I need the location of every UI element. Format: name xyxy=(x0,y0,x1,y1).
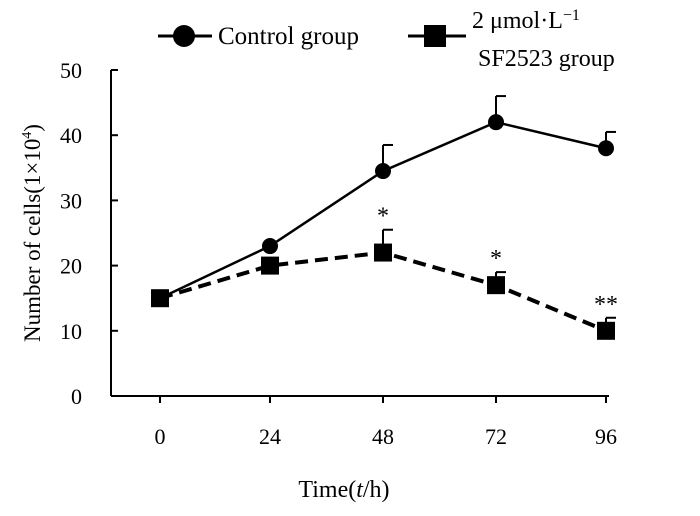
legend-control-marker xyxy=(173,25,195,47)
data-point xyxy=(488,114,504,131)
x-ticks: 0 24 48 72 96 xyxy=(155,396,617,449)
y-ticks: 0 10 20 30 40 50 xyxy=(60,58,118,409)
data-point xyxy=(374,243,392,262)
y-tick-label: 30 xyxy=(60,188,82,213)
data-point xyxy=(262,238,278,255)
y-tick-label: 20 xyxy=(60,254,82,279)
series-sf2523: **** xyxy=(151,204,618,340)
legend-entry-control: Control group xyxy=(158,23,359,50)
x-tick-label: 24 xyxy=(259,424,281,449)
legend-entry-sf2523: 2 μmol·L−1 SF2523 group xyxy=(408,7,615,72)
x-tick-label: 96 xyxy=(595,424,617,449)
legend-sf2523-label-sup: −1 xyxy=(563,7,580,24)
axes xyxy=(110,70,609,397)
series-control xyxy=(152,95,616,307)
data-point xyxy=(261,256,279,275)
y-tick-label: 10 xyxy=(60,319,82,344)
data-point xyxy=(598,140,614,157)
data-point xyxy=(597,321,615,340)
series-line xyxy=(159,250,607,333)
y-tick-label: 0 xyxy=(71,384,82,409)
legend-control-label: Control group xyxy=(218,23,359,50)
y-tick-label: 40 xyxy=(60,123,82,148)
significance-label: ** xyxy=(594,292,618,318)
x-axis-label-var: t xyxy=(356,477,364,503)
y-axis-label-main: Number of cells(1×10 xyxy=(20,139,45,342)
legend-sf2523-label-main: 2 μmol·L xyxy=(472,8,563,34)
legend-sf2523-marker xyxy=(424,25,446,47)
legend-sf2523-label-line1: 2 μmol·L−1 xyxy=(472,7,580,34)
legend: Control group 2 μmol·L−1 SF2523 group xyxy=(158,7,615,72)
x-tick-label: 0 xyxy=(155,424,166,449)
data-point xyxy=(375,163,391,180)
significance-label: * xyxy=(377,204,389,230)
y-axis-label-close: ) xyxy=(20,124,45,132)
data-point xyxy=(487,276,505,295)
y-axis-label: Number of cells(1×104) xyxy=(20,124,45,342)
x-tick-label: 48 xyxy=(372,424,394,449)
y-axis-label-sup: 4 xyxy=(20,132,35,139)
x-axis-label: Time(t/h) xyxy=(298,477,389,503)
legend-sf2523-label-line2: SF2523 group xyxy=(478,46,615,72)
data-point xyxy=(151,289,169,308)
y-tick-label: 50 xyxy=(60,58,82,83)
series-layer: **** xyxy=(151,95,618,340)
x-tick-label: 72 xyxy=(485,424,507,449)
x-axis-label-prefix: Time( xyxy=(298,477,356,503)
x-axis-label-suffix: /h) xyxy=(363,477,390,503)
significance-label: * xyxy=(490,246,502,272)
